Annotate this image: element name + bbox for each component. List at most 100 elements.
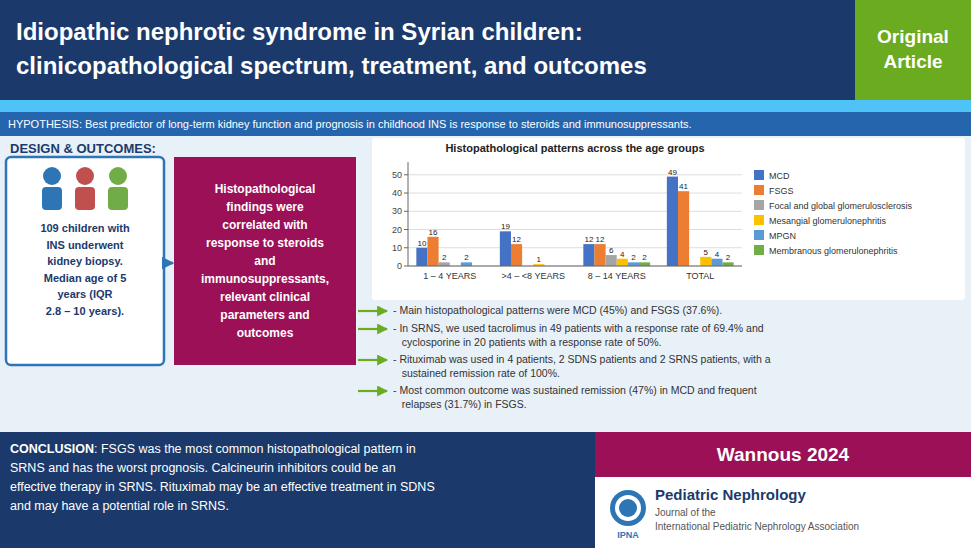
data-label: 2 <box>726 253 731 262</box>
bullet: - In SRNS, we used tacrolimus in 49 pati… <box>393 322 764 349</box>
legend-swatch <box>754 200 764 210</box>
bar <box>628 262 639 266</box>
badge: Original Article <box>855 0 971 100</box>
tick-mark <box>404 193 408 194</box>
tick-mark <box>404 229 408 230</box>
grid-line <box>408 174 742 175</box>
logo-label: IPNA <box>598 530 658 540</box>
data-label: 2 <box>631 253 636 262</box>
person-icon-head <box>109 167 127 185</box>
tick-label: 50 <box>392 170 402 180</box>
category-label: 8 – 14 YEARS <box>588 271 646 281</box>
legend-swatch <box>754 215 764 225</box>
data-label: 4 <box>715 250 720 259</box>
bar <box>678 191 689 266</box>
person-icon-body <box>108 187 128 210</box>
bar <box>639 262 650 266</box>
bar <box>700 257 711 266</box>
person-icon-body <box>75 187 95 210</box>
patient-text: 109 children with INS underwent kidney b… <box>6 220 164 319</box>
center-box-text: Histopathological findings were correlat… <box>201 180 329 342</box>
arrow <box>358 390 387 392</box>
data-label: 4 <box>620 250 625 259</box>
journal-subtitle: Journal of the <box>655 507 716 518</box>
title: Idiopathic nephrotic syndrome in Syrian … <box>16 18 583 46</box>
data-label: 2 <box>642 253 647 262</box>
person-icon-head <box>43 167 61 185</box>
hypothesis-background <box>0 112 971 136</box>
grid-line <box>408 229 742 230</box>
data-label: 1 <box>537 255 542 264</box>
data-label: 2 <box>464 253 469 262</box>
center-box-text-holder: Histopathological findings were correlat… <box>174 157 356 365</box>
legend-swatch <box>754 170 764 180</box>
arrow <box>358 328 387 330</box>
legend-entry: MCD <box>769 171 790 181</box>
arrow <box>358 359 387 361</box>
bar <box>500 231 511 266</box>
bar <box>667 177 678 266</box>
journal-subtitle: International Pediatric Nephrology Assoc… <box>655 521 859 532</box>
chart-background <box>372 138 965 300</box>
section-label: DESIGN & OUTCOMES: <box>10 141 156 156</box>
conclusion-background <box>0 432 595 548</box>
data-label: 12 <box>512 235 521 244</box>
body-background <box>0 136 971 432</box>
x-axis-line <box>408 266 742 267</box>
bullet: - Most common outcome was sustained remi… <box>393 384 757 411</box>
tick-mark <box>404 266 408 267</box>
legend-entry: MPGN <box>769 231 796 241</box>
logo-ring <box>615 495 641 521</box>
data-label: 41 <box>679 182 688 191</box>
tick-mark <box>404 174 408 175</box>
hypothesis: HYPOTHESIS: Best predictor of long-term … <box>8 117 692 131</box>
data-label: 12 <box>596 235 605 244</box>
chart: Histopathological patterns across the ag… <box>372 138 965 300</box>
category-label: TOTAL <box>686 271 714 281</box>
badge-background <box>855 0 971 100</box>
author-background <box>595 432 971 477</box>
tick-label: 20 <box>392 225 402 235</box>
legend-swatch <box>754 185 764 195</box>
badge-text: Original Article <box>877 25 949 74</box>
legend-entry: Membranous glomerulonephritis <box>769 246 898 256</box>
category-label: 1 – 4 YEARS <box>423 271 476 281</box>
data-label: 49 <box>668 168 677 177</box>
chart-title: Histopathological patterns across the ag… <box>445 142 704 154</box>
bar <box>583 244 594 266</box>
tick-label: 0 <box>397 261 402 271</box>
bar <box>594 244 605 266</box>
journal: Pediatric Nephrology <box>655 486 806 503</box>
legend-entry: FSGS <box>769 186 794 196</box>
grid-line <box>408 211 742 212</box>
patient-box <box>6 157 164 365</box>
logo-ring <box>610 490 646 526</box>
logo-core <box>619 499 637 517</box>
legend-entry: Mesangial glomerulonephritis <box>769 216 887 226</box>
bars <box>416 177 733 266</box>
title: clinicopathological spectrum, treatment,… <box>16 52 647 80</box>
conclusion: CONCLUSION: FSGS was the most common his… <box>10 440 435 516</box>
page: Idiopathic nephrotic syndrome in Syrian … <box>0 0 971 548</box>
bar <box>723 262 734 266</box>
bar <box>511 244 522 266</box>
data-label: 2 <box>442 253 447 262</box>
person-icon-body <box>42 187 62 210</box>
bar <box>439 262 450 266</box>
conclusion-label: CONCLUSION <box>10 442 94 456</box>
person-icon-head <box>76 167 94 185</box>
grid-line <box>408 247 742 248</box>
bar <box>606 255 617 266</box>
tick-mark <box>404 211 408 212</box>
arrow <box>164 262 173 265</box>
data-labels: 10191249161212412614522422 <box>417 168 730 265</box>
category-label: >4 – <8 YEARS <box>502 271 565 281</box>
grid-line <box>408 193 742 194</box>
legend-entry: Focal and global glomerulosclerosis <box>769 201 913 211</box>
bar <box>617 259 628 266</box>
bullet: - Rituximab was used in 4 patients, 2 SD… <box>393 353 771 380</box>
bar <box>461 262 472 266</box>
legend-swatch <box>754 230 764 240</box>
tick-label: 30 <box>392 206 402 216</box>
bar <box>416 248 427 266</box>
